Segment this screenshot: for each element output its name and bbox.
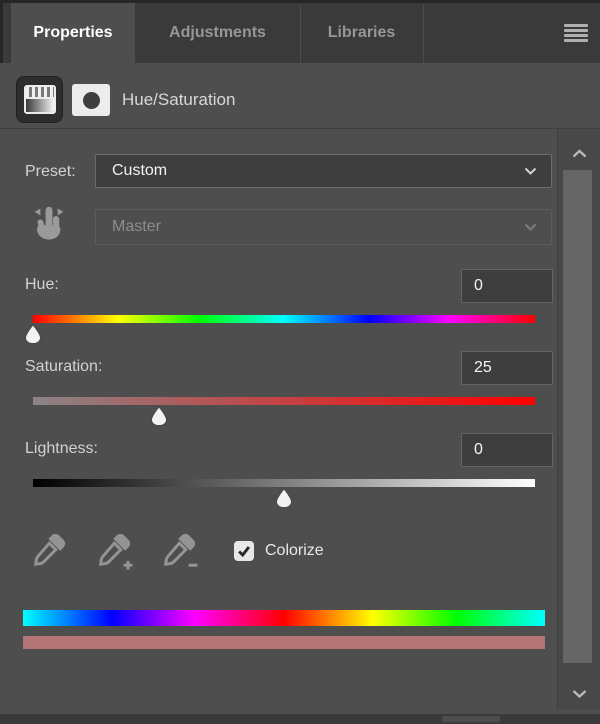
preset-value: Custom — [112, 162, 168, 179]
eyedropper-plus-icon[interactable] — [93, 529, 135, 571]
hue-slider-rail — [24, 323, 535, 345]
layer-mask-icon[interactable] — [72, 84, 110, 116]
lightness-slider-rail — [33, 487, 535, 509]
colorize-label: Colorize — [265, 542, 324, 559]
tab-bar: Properties Adjustments Libraries — [0, 0, 600, 63]
channel-dropdown[interactable]: Master — [95, 209, 552, 245]
tab-separator — [300, 5, 301, 63]
tab-libraries[interactable]: Libraries — [327, 24, 396, 41]
saturation-slider-rail — [33, 405, 535, 427]
hue-label: Hue: — [25, 276, 59, 293]
hue-saturation-adjustment-icon[interactable] — [16, 76, 63, 123]
tab-properties[interactable]: Properties — [11, 3, 135, 63]
eyedropper-icon[interactable] — [28, 529, 70, 571]
hue-slider-handle[interactable] — [22, 323, 44, 345]
colorize-result-swatch — [23, 636, 545, 649]
colorize-checkbox[interactable] — [234, 541, 254, 561]
hue-slider-track[interactable] — [33, 315, 535, 323]
vertical-scrollbar-thumb[interactable] — [563, 170, 592, 663]
lightness-label: Lightness: — [25, 440, 98, 457]
tab-separator — [423, 5, 424, 63]
lightness-value-input[interactable]: 0 — [461, 433, 553, 467]
colorize-hue-spectrum-bar — [23, 610, 545, 626]
scroll-up-icon[interactable] — [571, 149, 588, 159]
channel-value: Master — [112, 218, 161, 235]
horizontal-scrollbar-track[interactable] — [0, 714, 600, 724]
lightness-slider-handle[interactable] — [273, 487, 295, 509]
mask-circle — [82, 91, 100, 109]
tab-adjustments[interactable]: Adjustments — [169, 24, 266, 41]
adjustment-glyph — [23, 85, 56, 114]
checkmark-icon — [238, 546, 251, 558]
preset-label: Preset: — [25, 163, 76, 180]
chevron-down-icon — [524, 167, 537, 175]
saturation-label: Saturation: — [25, 358, 103, 375]
horizontal-scrollbar-thumb[interactable] — [442, 716, 500, 722]
hue-value-input[interactable]: 0 — [461, 269, 553, 303]
saturation-slider-track[interactable] — [33, 397, 535, 405]
saturation-slider-handle[interactable] — [148, 405, 170, 427]
saturation-value-input[interactable]: 25 — [461, 351, 553, 385]
targeted-adjustment-tool-icon[interactable] — [26, 201, 72, 247]
eyedropper-minus-icon[interactable] — [158, 529, 200, 571]
adjustment-title: Hue/Saturation — [122, 90, 236, 109]
preset-dropdown[interactable]: Custom — [95, 154, 552, 188]
panel-menu-icon[interactable] — [564, 24, 588, 42]
divider — [0, 128, 600, 129]
lightness-slider-track[interactable] — [33, 479, 535, 487]
scroll-down-icon[interactable] — [571, 689, 588, 699]
chevron-down-icon — [524, 223, 537, 231]
